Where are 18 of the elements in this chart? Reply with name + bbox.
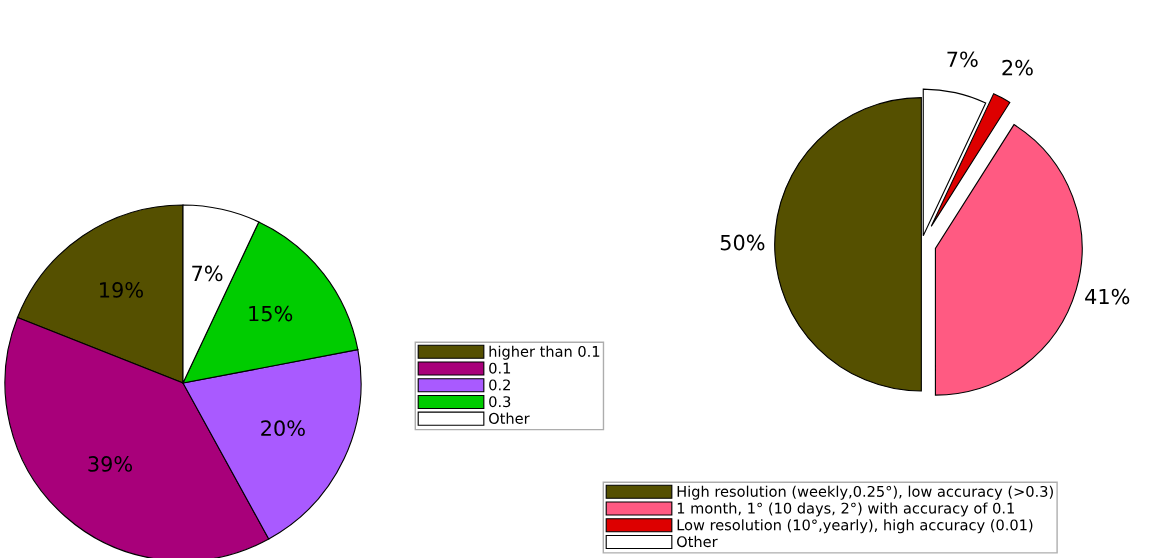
legend-label: Other (677, 535, 718, 548)
legend-label: High resolution (weekly,0.25°), low accuracy (>0.3) (677, 485, 1053, 500)
legend-label: 1 month, 1° (10 days, 2°) with accuracy of 0.1 (677, 502, 1014, 517)
legend-label: higher than 0.1 (489, 345, 600, 360)
data-label: 7% (192, 265, 223, 282)
legend-label: 0.2 (489, 379, 510, 391)
data-label: 15% (249, 305, 293, 322)
legend-label: 0.1 (489, 362, 511, 374)
data-label: 39% (88, 456, 133, 472)
legend-label: Low resolution (10°,yearly), high accuracy (0.01) (677, 519, 1033, 534)
data-label: 41% (1085, 288, 1130, 305)
data-label: 50% (720, 234, 765, 251)
legend-label: Other (489, 412, 530, 424)
data-label: 2% (1002, 59, 1033, 76)
data-label: 7% (947, 51, 978, 68)
data-label: 20% (261, 420, 305, 437)
data-label: 19% (100, 282, 143, 298)
legend-label: 0.3 (489, 396, 511, 408)
